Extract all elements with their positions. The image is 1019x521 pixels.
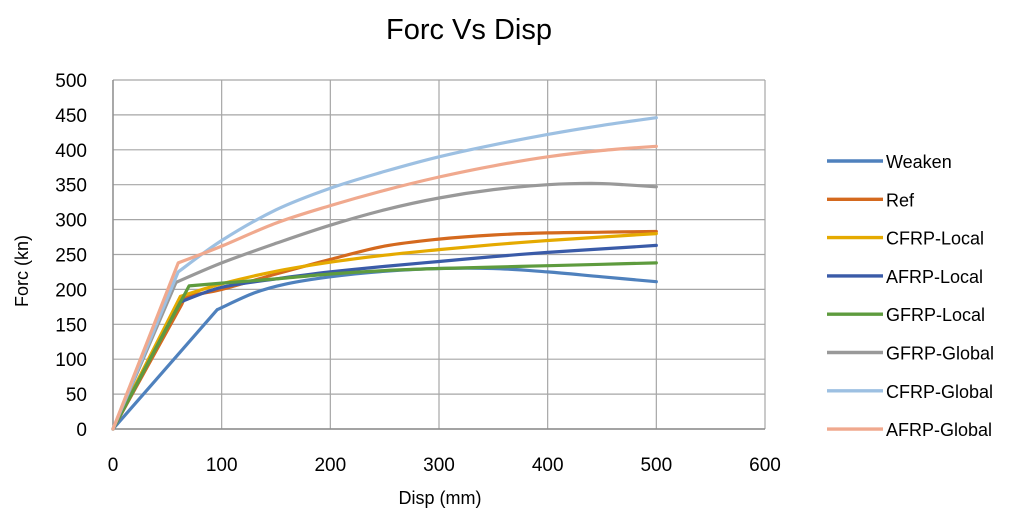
legend-item-cfrp-global: CFRP-Global	[827, 382, 993, 402]
series-line-afrp-local	[111, 243, 658, 431]
x-tick-label: 600	[749, 455, 781, 476]
y-tick-label: 350	[55, 176, 87, 197]
legend-item-cfrp-local: CFRP-Local	[827, 229, 984, 249]
y-axis-title: Forc (kn)	[12, 235, 32, 307]
y-tick-label: 250	[55, 246, 87, 267]
legend-label: Weaken	[886, 152, 952, 172]
chart-title: Forc Vs Disp	[386, 14, 552, 46]
x-tick-label: 400	[532, 455, 564, 476]
legend-label: AFRP-Local	[886, 267, 983, 287]
x-tick-label: 0	[108, 455, 119, 476]
legend-label: GFRP-Global	[886, 344, 994, 364]
series-line-afrp-global	[111, 144, 658, 431]
y-tick-label: 400	[55, 141, 87, 162]
legend-label: Ref	[886, 190, 915, 210]
y-tick-label: 0	[76, 420, 87, 441]
series-line-gfrp-local	[111, 261, 658, 431]
x-tick-label: 300	[423, 455, 455, 476]
series-line-cfrp-global	[111, 116, 658, 431]
x-tick-label: 100	[206, 455, 238, 476]
y-tick-label: 450	[55, 106, 87, 127]
legend-item-ref: Ref	[827, 190, 915, 210]
x-axis-title: Disp (mm)	[399, 488, 482, 508]
x-tick-label: 200	[314, 455, 346, 476]
legend-label: CFRP-Global	[886, 382, 993, 402]
legend-label: AFRP-Global	[886, 420, 992, 440]
legend-item-weaken: Weaken	[827, 152, 952, 172]
legend-label: GFRP-Local	[886, 305, 985, 325]
legend-item-afrp-local: AFRP-Local	[827, 267, 983, 287]
legend-item-gfrp-local: GFRP-Local	[827, 305, 985, 325]
y-tick-label: 300	[55, 211, 87, 232]
legend-label: CFRP-Local	[886, 229, 984, 249]
y-tick-label: 500	[55, 71, 87, 92]
legend-item-afrp-global: AFRP-Global	[827, 420, 992, 440]
y-tick-label: 50	[66, 385, 87, 406]
plot-frame	[112, 80, 765, 430]
series-lines	[111, 116, 658, 431]
series-line-gfrp-global	[111, 181, 658, 431]
y-axis-ticks: 0 50 100 150 200 250 300 350 400 450 500	[55, 71, 87, 441]
x-tick-label: 500	[640, 455, 672, 476]
y-tick-label: 150	[55, 315, 87, 336]
y-tick-label: 200	[55, 280, 87, 301]
legend-item-gfrp-global: GFRP-Global	[827, 344, 994, 364]
x-axis-ticks: 0 100 200 300 400 500 600	[108, 455, 781, 476]
legend: Weaken Ref CFRP-Local AFRP-Local GFRP-Local G…	[827, 152, 994, 440]
y-tick-label: 100	[55, 350, 87, 371]
series-line-cfrp-local	[111, 232, 658, 431]
